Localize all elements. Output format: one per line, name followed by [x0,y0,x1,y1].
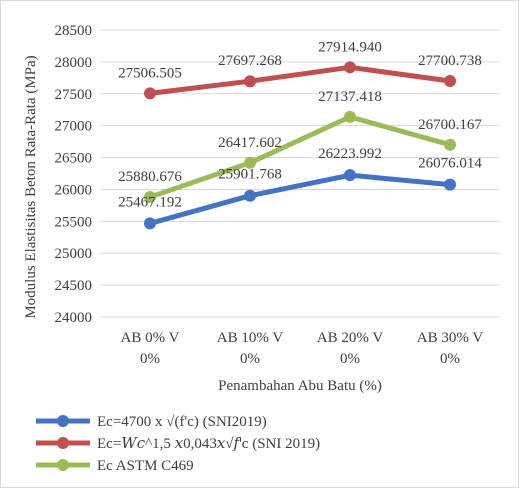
legend-marker [57,437,69,449]
x-tick-label: 0% [440,351,460,367]
data-point [144,87,156,100]
y-tick-label: 27500 [55,87,93,103]
y-axis-ticks: 24000 24500 25000 25500 26000 26500 27000 27500… [55,23,93,326]
data-label: 27914.940 [318,39,382,55]
legend-marker [57,415,69,427]
x-axis-title: Penambahan Abu Batu (%) [218,378,382,394]
legend: Ec=4700 x √(f'c) (SNI2019) Ec=𝑊𝑐^1,5 𝑥0,0… [36,414,320,474]
x-tick-label: AB 30% V [417,330,484,346]
x-tick-label: AB 20% V [317,330,384,346]
data-label: 25880.676 [118,169,182,185]
series-2 [144,61,456,100]
data-point [444,74,456,87]
series-3 [144,110,456,204]
data-label: 27700.738 [418,53,482,69]
x-tick-label: 0% [240,351,260,367]
data-labels: 25467.192 25901.768 26223.992 26076.014 2750… [118,39,482,210]
y-tick-label: 26500 [55,151,93,167]
x-tick-label: 0% [340,351,360,367]
data-label: 27697.268 [218,53,282,69]
data-point [444,178,456,191]
data-point [244,189,256,202]
data-point [144,191,156,204]
legend-entry: Ec=𝑊𝑐^1,5 𝑥0,043𝑥√𝑓'c (SNI 2019) [36,436,320,452]
legend-entry: Ec ASTM C469 [36,458,194,474]
data-point [244,75,256,88]
legend-label: Ec=4700 x √(f'c) (SNI2019) [97,414,267,430]
x-tick-label: AB 10% V [217,330,284,346]
data-label: 25901.768 [218,167,282,183]
y-tick-label: 24000 [55,310,93,326]
data-point [344,169,356,182]
data-label: 25467.192 [118,194,182,210]
x-tick-label: AB 0% V [121,330,180,346]
series-1 [144,169,456,230]
y-tick-label: 26000 [55,182,93,198]
data-label: 26417.602 [218,135,282,151]
data-point [144,217,156,230]
data-point [344,61,356,74]
data-point [244,156,256,169]
data-label: 26076.014 [418,156,482,172]
gridlines [100,29,500,318]
series-layer [144,61,456,230]
y-tick-label: 25500 [55,214,93,230]
data-label: 26223.992 [318,146,382,162]
y-tick-label: 24500 [55,278,93,294]
data-label: 27137.418 [318,89,382,105]
x-tick-label: 0% [140,351,160,367]
data-point [444,138,456,151]
legend-label: Ec ASTM C469 [97,458,194,474]
y-tick-label: 28500 [55,23,93,39]
legend-label: Ec=𝑊𝑐^1,5 𝑥0,043𝑥√𝑓'c (SNI 2019) [97,436,320,452]
data-point [344,110,356,123]
y-tick-label: 25000 [55,246,93,262]
series-line [147,172,453,226]
data-label: 27506.505 [118,65,182,81]
data-label: 26700.167 [418,117,482,133]
series-line [147,64,453,96]
legend-entry: Ec=4700 x √(f'c) (SNI2019) [36,414,267,430]
y-tick-label: 28000 [55,55,93,71]
series-line [147,114,453,200]
y-tick-label: 27000 [55,119,93,135]
legend-marker [57,459,69,471]
x-axis-ticks: AB 0% V 0% AB 10% V 0% AB 20% V 0% AB 30% V 0% [121,330,484,367]
y-axis-title: Modulus Elastisitas Beton Rata-Rata (MPa… [23,55,39,318]
